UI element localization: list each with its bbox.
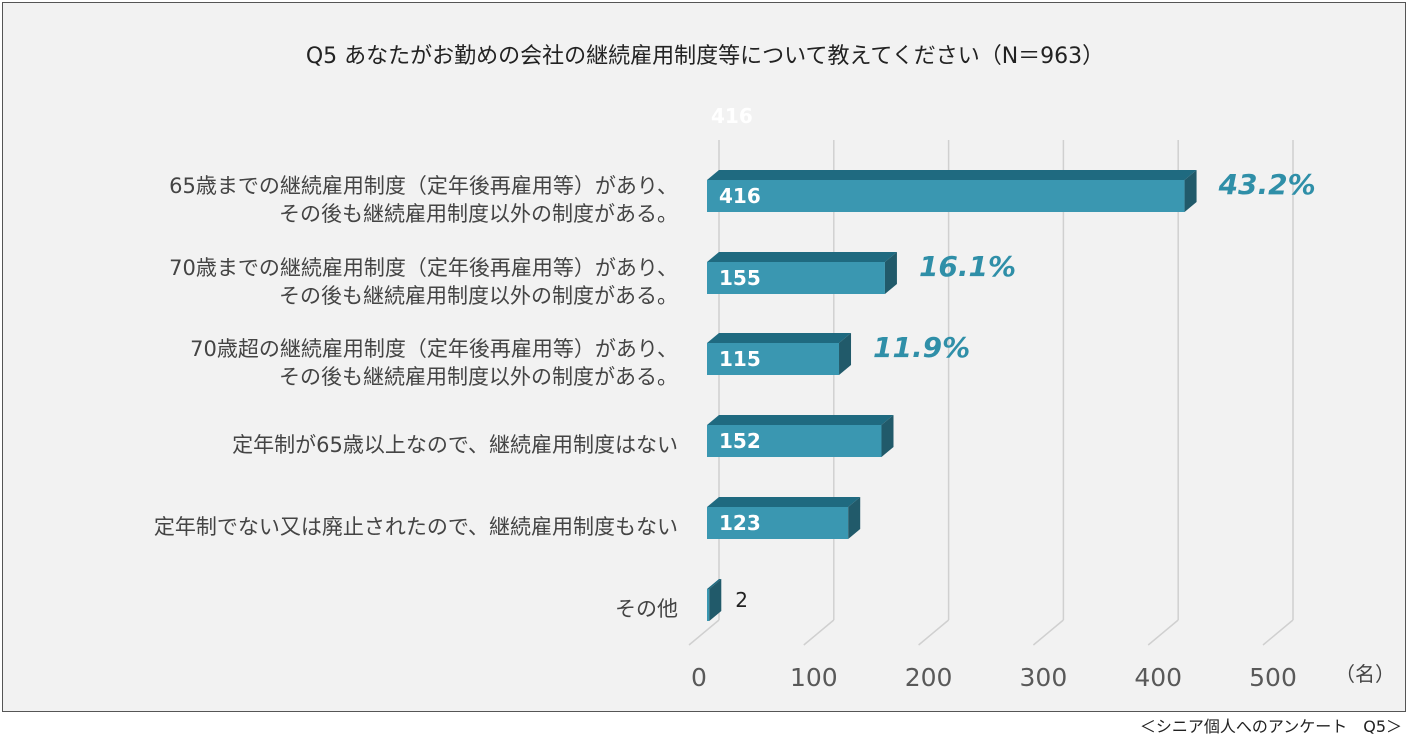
bar-top-1	[707, 252, 897, 262]
x-tick-label-1: 100	[790, 663, 838, 692]
bar-side-4	[848, 497, 861, 539]
gridline-floor-4	[1147, 619, 1179, 646]
category-label-2: 70歳超の継続雇用制度（定年後再雇用等）があり、その後も継続雇用制度以外の制度が…	[190, 337, 678, 389]
bar-side-1	[884, 252, 897, 294]
x-tick-label-2: 200	[905, 663, 953, 692]
x-tick-label-5: 500	[1249, 663, 1297, 692]
x-axis-ticks: 0 100 200 300 400 500	[691, 663, 1297, 692]
gridline-floor-2	[918, 619, 950, 646]
bar-0	[707, 180, 1185, 212]
category-label-4: 定年制でない又は廃止されたので、継続雇用制度もない	[154, 515, 678, 539]
bar-side-0	[1184, 170, 1197, 212]
bar-group-5: 2	[707, 579, 748, 621]
value-label-2: 115	[719, 347, 761, 371]
category-label-5: その他	[615, 597, 678, 621]
bar-top-2	[707, 333, 852, 343]
x-tick-label-3: 300	[1020, 663, 1068, 692]
category-label-0: 65歳までの継続雇用制度（定年後再雇用等）があり、その後も継続雇用制度以外の制度…	[169, 174, 678, 226]
value-label-0: 416	[719, 184, 761, 208]
percent-label-0: 43.2%	[1218, 168, 1316, 201]
chart-frame	[2, 2, 1406, 712]
value-label-4: 123	[719, 511, 761, 535]
bar-top-5	[707, 579, 722, 589]
category-label-3: 定年制が65歳以上なので、継続雇用制度はない	[232, 433, 678, 457]
ghost-value-label: 416	[711, 104, 753, 128]
value-label-3: 152	[719, 429, 761, 453]
bar-group-2: 115 11.9%	[707, 331, 970, 375]
chart-title: Q5 あなたがお勤めの会社の継続雇用制度等について教えてください（N＝963）	[306, 44, 1104, 69]
gridline-floor-3	[1032, 619, 1064, 646]
bar-top-4	[707, 497, 861, 507]
source-note: ＜シニア個人へのアンケート Q5＞	[1140, 717, 1402, 736]
bar-3	[707, 425, 882, 457]
bar-4	[707, 507, 849, 539]
bar-side-2	[839, 333, 852, 375]
bar-5	[707, 589, 710, 621]
value-label-1: 155	[719, 266, 761, 290]
gridline-floor-5	[1262, 619, 1294, 646]
bar-group-1: 155 16.1%	[707, 250, 1016, 294]
bars: 416 43.2% 155 16.1% 115 11.9% 152 123 2	[707, 168, 1316, 621]
bar-group-3: 152	[707, 415, 894, 457]
category-labels: 65歳までの継続雇用制度（定年後再雇用等）があり、その後も継続雇用制度以外の制度…	[154, 174, 678, 621]
gridlines: 416	[688, 104, 1294, 646]
category-label-1: 70歳までの継続雇用制度（定年後再雇用等）があり、その後も継続雇用制度以外の制度…	[169, 256, 678, 308]
bar-top-3	[707, 415, 894, 425]
bar-group-0: 416 43.2%	[707, 168, 1316, 212]
bar-side-3	[881, 415, 894, 457]
bar-1	[707, 262, 885, 294]
bar-side-5	[709, 579, 722, 621]
gridline-floor-1	[803, 619, 835, 646]
bar-group-4: 123	[707, 497, 861, 539]
bar-top-0	[707, 170, 1197, 180]
bar-2	[707, 343, 840, 375]
x-tick-label-0: 0	[691, 663, 707, 692]
gridline-floor-0	[688, 619, 720, 646]
value-label-5: 2	[735, 588, 748, 612]
x-tick-label-4: 400	[1134, 663, 1182, 692]
x-axis-unit-label: （名）	[1335, 662, 1395, 686]
percent-label-2: 11.9%	[873, 331, 970, 364]
percent-label-1: 16.1%	[919, 250, 1016, 283]
